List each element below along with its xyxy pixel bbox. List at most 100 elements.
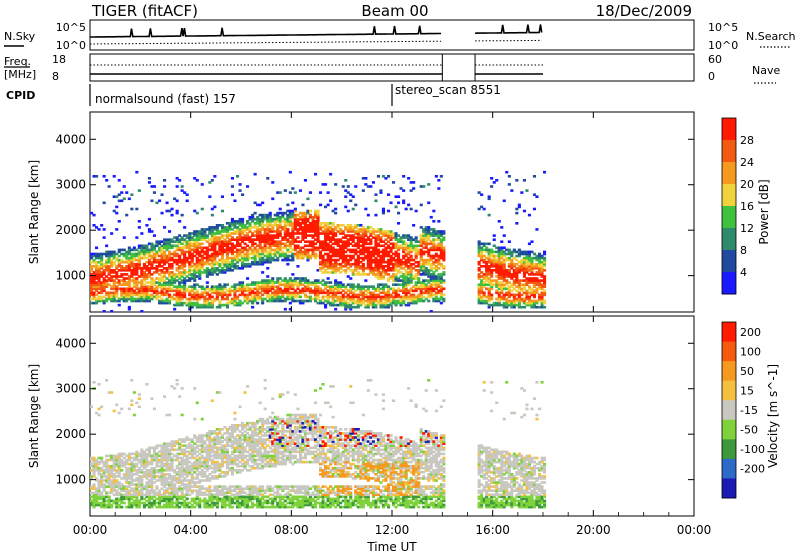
heatmap-cell — [218, 244, 222, 248]
heatmap-cell — [165, 293, 169, 297]
heatmap-cell — [427, 201, 431, 205]
heatmap-cell — [407, 248, 411, 252]
heatmap-cell — [152, 248, 156, 252]
heatmap-cell — [480, 193, 484, 196]
heatmap-cell — [286, 258, 290, 262]
heatmap-cell — [145, 244, 149, 248]
heatmap-cell — [321, 244, 325, 248]
heatmap-cell — [389, 256, 393, 260]
heatmap-cell — [306, 287, 310, 291]
heatmap-cell — [387, 297, 391, 301]
heatmap-cell — [344, 260, 348, 264]
heatmap-cell — [130, 271, 134, 274]
heatmap-cell — [220, 267, 224, 270]
heatmap-cell — [366, 285, 370, 288]
heatmap-cell — [233, 226, 237, 229]
heatmap-cell — [324, 303, 328, 307]
heatmap-cell — [381, 232, 385, 235]
heatmap-cell — [246, 228, 250, 231]
heatmap-cell — [248, 215, 252, 219]
heatmap-cell — [268, 224, 272, 227]
heatmap-cell — [218, 303, 222, 307]
heatmap-cell — [316, 209, 320, 213]
heatmap-cell — [147, 285, 151, 288]
heatmap-cell — [354, 293, 358, 297]
heatmap-cell — [130, 293, 134, 297]
heatmap-cell — [387, 240, 391, 243]
heatmap-cell — [389, 246, 393, 250]
heatmap-cell — [351, 301, 355, 305]
heatmap-cell — [258, 295, 262, 299]
heatmap-cell — [273, 297, 277, 301]
heatmap-cell — [319, 244, 323, 248]
heatmap-cell — [200, 293, 204, 297]
heatmap-cell — [324, 299, 328, 303]
heatmap-cell — [361, 248, 365, 252]
heatmap-cell — [409, 238, 413, 241]
heatmap-cell — [208, 181, 212, 184]
heatmap-cell — [336, 252, 340, 256]
heatmap-cell — [175, 199, 179, 203]
heatmap-cell — [190, 295, 194, 299]
heatmap-cell — [293, 191, 297, 194]
heatmap-cell — [331, 271, 335, 274]
heatmap-cell — [241, 238, 245, 241]
heatmap-cell — [188, 246, 192, 250]
heatmap-cell — [163, 287, 167, 291]
heatmap-cell — [379, 265, 383, 268]
heatmap-cell — [183, 226, 187, 229]
heatmap-cell — [376, 293, 380, 297]
heatmap-cell — [331, 291, 335, 295]
heatmap-cell — [319, 252, 323, 256]
heatmap-cell — [351, 273, 355, 276]
heatmap-cell — [374, 240, 378, 243]
heatmap-cell — [145, 285, 149, 288]
heatmap-cell — [288, 220, 292, 223]
heatmap-cell — [130, 248, 134, 252]
heatmap-cell — [366, 185, 370, 188]
heatmap-cell — [359, 299, 363, 303]
heatmap-cell — [92, 283, 96, 286]
heatmap-cell — [351, 236, 355, 239]
heatmap-cell — [205, 248, 209, 252]
heatmap-cell — [198, 269, 202, 272]
freq-left-tick-top: 18 — [52, 53, 66, 66]
heatmap-cell — [301, 215, 305, 219]
heatmap-cell — [356, 254, 360, 258]
heatmap-cell — [92, 265, 96, 268]
heatmap-cell — [256, 203, 260, 207]
heatmap-cell — [190, 242, 194, 246]
heatmap-cell — [228, 265, 232, 268]
heatmap-cell — [291, 283, 295, 286]
heatmap-cell — [409, 281, 413, 284]
heatmap-cell — [117, 193, 121, 196]
heatmap-cell — [188, 236, 192, 239]
heatmap-cell — [369, 232, 373, 235]
heatmap-cell — [117, 254, 121, 258]
heatmap-cell — [349, 299, 353, 303]
heatmap-cell — [115, 299, 119, 303]
heatmap-cell — [253, 287, 257, 291]
heatmap-cell — [324, 226, 328, 229]
heatmap-cell — [268, 230, 272, 233]
heatmap-cell — [112, 250, 116, 254]
heatmap-cell — [301, 287, 305, 291]
heatmap-cell — [165, 277, 169, 280]
heatmap-cell — [407, 271, 411, 274]
heatmap-cell — [140, 269, 144, 272]
heatmap-cell — [442, 279, 446, 282]
heatmap-cell — [364, 305, 368, 309]
heatmap-cell — [188, 301, 192, 305]
heatmap-cell — [251, 291, 255, 295]
heatmap-cell — [233, 246, 237, 250]
heatmap-cell — [170, 246, 174, 250]
heatmap-cell — [389, 303, 393, 307]
heatmap-cell — [198, 271, 202, 274]
heatmap-cell — [120, 287, 124, 291]
heatmap-cell — [238, 189, 242, 192]
heatmap-cell — [349, 238, 353, 241]
heatmap-cell — [120, 289, 124, 293]
heatmap-cell — [266, 254, 270, 258]
heatmap-cell — [371, 301, 375, 305]
heatmap-cell — [175, 211, 179, 215]
